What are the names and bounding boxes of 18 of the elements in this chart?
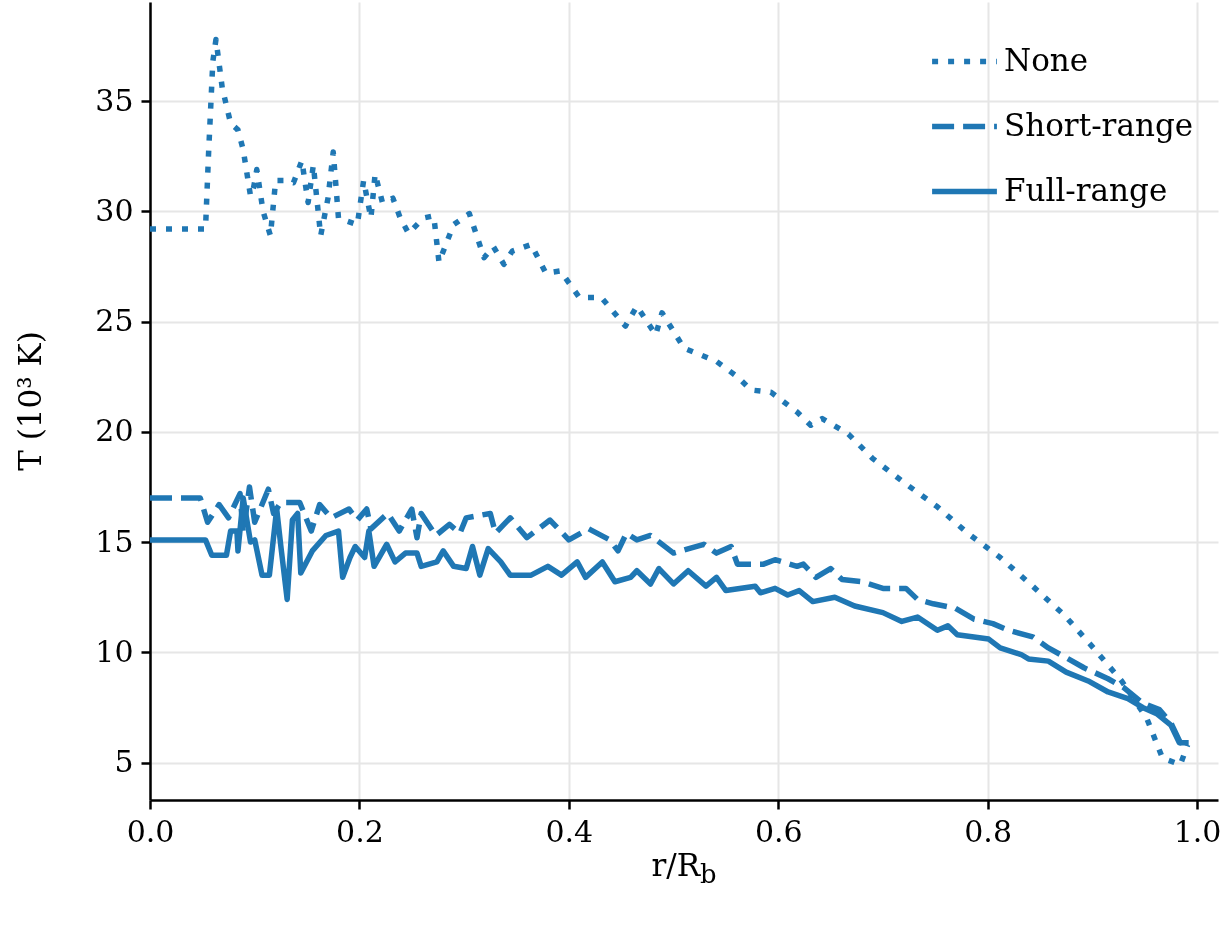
legend-label: None — [1004, 41, 1089, 78]
y-tick-label: 20 — [95, 413, 134, 449]
legend-label: Full-range — [1004, 171, 1168, 208]
x-tick-label: 0.2 — [336, 813, 384, 849]
x-tick-label: 0.8 — [964, 813, 1013, 849]
x-tick-label: 0.4 — [545, 813, 594, 849]
y-axis-title: T (10³ K) — [12, 331, 48, 471]
y-tick-label: 10 — [95, 633, 134, 669]
x-tick-label: 1.0 — [1173, 813, 1222, 849]
y-tick-label: 15 — [95, 523, 134, 559]
y-tick-label: 35 — [95, 82, 134, 118]
y-tick-label: 30 — [95, 192, 134, 228]
y-tick-label: 5 — [114, 744, 134, 780]
legend-label: Short-range — [1004, 106, 1194, 143]
x-axis-title: r/R$_{b}$ — [651, 846, 717, 890]
y-tick-label: 25 — [95, 303, 134, 339]
x-tick-label: 0.0 — [126, 813, 175, 849]
x-tick-label: 0.6 — [754, 813, 803, 849]
